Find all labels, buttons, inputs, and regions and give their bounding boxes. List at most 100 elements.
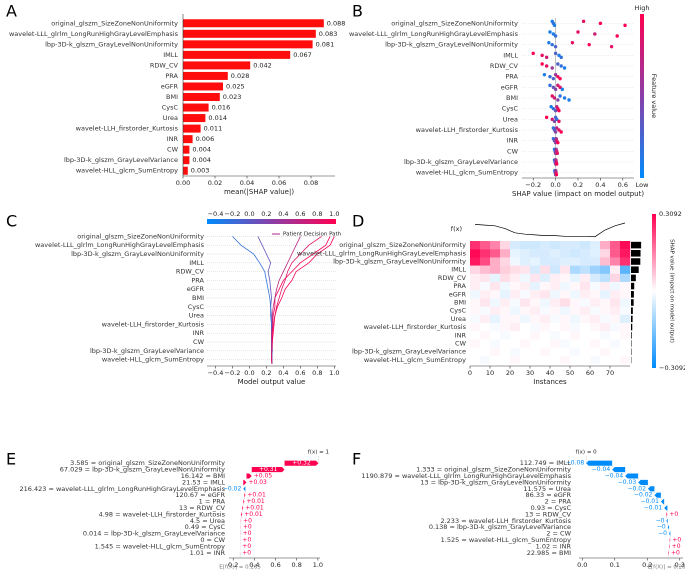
heat-cell: [590, 249, 601, 258]
value-label: +0: [672, 537, 681, 544]
importance-bar: [631, 241, 642, 249]
heat-cell: [620, 314, 631, 324]
shap-point: [553, 130, 558, 134]
contribution-bar: [647, 486, 655, 492]
heat-cell: [610, 265, 621, 274]
heat-cell: [560, 257, 571, 266]
row-label: 1.333 = original_glszm_SizeZoneNonUnifor…: [416, 466, 571, 474]
heat-cell: [540, 265, 551, 274]
row-label: 21.53 = IMLL: [182, 478, 225, 486]
colorbar-high: High: [635, 4, 650, 12]
x-tick-label: 40: [546, 369, 554, 377]
heat-cell: [530, 339, 541, 348]
x-tick-label: 0.2: [228, 561, 238, 569]
shap-point: [540, 53, 544, 58]
row-label: 1.545 = wavelet-HLL_glcm_SumEntropy: [95, 542, 225, 550]
bar: [183, 156, 190, 165]
colorbar: [652, 214, 656, 368]
row-label: lbp-3D-k_glszm_GrayLevelVariance: [64, 156, 178, 164]
row-label: 2.233 = wavelet-LLH_firstorder_Kurtosis: [440, 517, 571, 525]
value-label: +0.01: [244, 511, 263, 518]
row-label: IMLL: [503, 51, 518, 59]
heat-cell: [560, 273, 571, 283]
contribution-bar: [612, 467, 626, 473]
heat-cell: [600, 347, 611, 356]
row-label: CW: [507, 147, 519, 155]
heat-cell: [500, 314, 511, 324]
x-top-tick-label: 0.4: [278, 210, 288, 218]
heat-cell: [480, 323, 491, 332]
heat-cell: [600, 282, 611, 291]
contribution-bar: [243, 499, 245, 505]
heat-cell: [520, 265, 531, 274]
x-tick-label: −0.2: [525, 181, 541, 189]
value-label: −0.02: [628, 485, 647, 492]
value-label: 0.081: [316, 40, 335, 48]
heat-cell: [590, 355, 601, 365]
x-tick-label: 0.4: [249, 561, 259, 569]
value-label: +0: [672, 543, 681, 550]
row-label: 16.142 = BMI: [181, 472, 225, 480]
heat-cell: [560, 298, 571, 307]
contribution-bar: [625, 473, 639, 479]
decision-path: [271, 236, 301, 364]
value-label: 0.028: [231, 72, 250, 80]
heat-cell: [490, 355, 501, 365]
heat-cell: [610, 273, 621, 283]
heat-cell: [500, 306, 511, 315]
heat-cell: [600, 257, 611, 266]
shap-point: [550, 66, 554, 70]
shap-point: [552, 96, 557, 100]
contribution-bar: [669, 537, 671, 543]
heat-cell: [620, 249, 631, 258]
row-label: PRA: [165, 72, 178, 80]
heat-cell: [590, 282, 601, 291]
contribution-bar: [246, 473, 252, 479]
base-label: E[f(X)] = 0.265: [648, 565, 685, 571]
heat-cell: [590, 241, 601, 250]
value-label: −0: [657, 524, 666, 531]
heat-cell: [590, 306, 601, 315]
row-label: 120.67 = eGFR: [175, 491, 225, 499]
heat-cell: [490, 282, 501, 291]
shap-point: [550, 42, 554, 47]
value-label: 0.067: [293, 51, 312, 59]
x-tick-label: 0.3: [675, 561, 685, 569]
heat-cell: [500, 347, 511, 356]
row-label: 13 = lbp-3D-k_glszm_GrayLevelNonUniformi…: [420, 478, 571, 486]
heat-cell: [520, 323, 531, 332]
heat-cell: [490, 306, 501, 315]
heat-cell: [480, 265, 491, 274]
row-label: eGFR: [501, 83, 519, 91]
colorbar: [640, 14, 644, 178]
decision-path: [232, 236, 273, 364]
bar: [183, 19, 324, 28]
row-label: lbp-3D-k_glszm_GrayLevelVariance: [352, 348, 466, 356]
shap-point: [553, 51, 558, 56]
heat-cell: [560, 331, 571, 340]
decision-path: [271, 236, 335, 365]
heat-cell: [620, 290, 631, 299]
shap-point: [553, 34, 558, 38]
value-label: +0: [242, 543, 251, 550]
heat-cell: [570, 282, 581, 291]
shap-point: [555, 117, 559, 122]
shap-point: [549, 104, 553, 109]
panel-letter: D: [352, 212, 364, 231]
heat-cell: [520, 355, 531, 365]
row-label: 13 = RDW_CV: [179, 504, 226, 512]
shap-point: [615, 34, 619, 38]
heat-cell: [560, 290, 571, 299]
base-label: E[f(X)] = 0.265: [219, 565, 261, 571]
heat-cell: [490, 347, 501, 356]
row-label: 0.49 = CysC: [185, 523, 226, 531]
importance-bar: [631, 250, 641, 257]
row-label: RDW_CV: [176, 268, 205, 276]
heat-cell: [580, 339, 591, 348]
heat-cell: [600, 298, 611, 307]
x-top-tick-label: 0.8: [312, 210, 322, 218]
shap-point: [562, 66, 567, 70]
shap-point: [558, 94, 562, 98]
heat-cell: [580, 347, 591, 356]
heat-cell: [540, 355, 551, 365]
